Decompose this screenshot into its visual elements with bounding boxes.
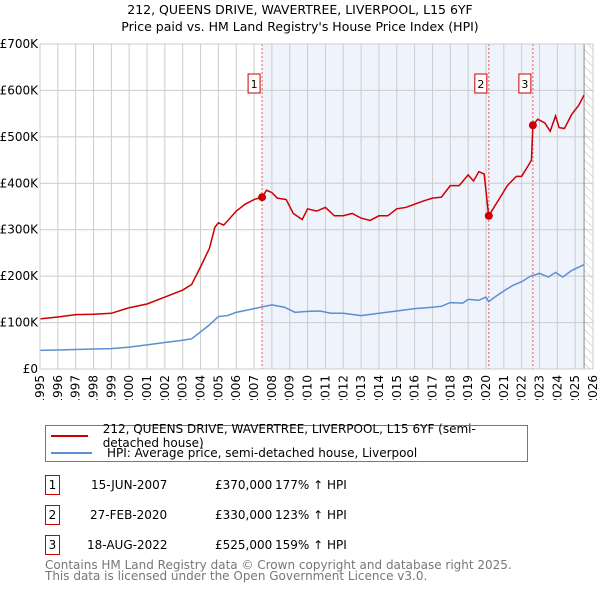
x-tick-label: 2016	[408, 375, 422, 400]
x-tick-label: 1997	[69, 375, 83, 400]
x-tick-label: 2010	[301, 375, 315, 400]
y-tick-label: £300K	[0, 223, 39, 237]
y-tick-label: £100K	[0, 316, 39, 330]
x-tick-label: 1996	[51, 375, 65, 400]
x-tick-label: 2026	[586, 375, 600, 400]
y-tick-label: £500K	[0, 130, 39, 144]
y-tick-label: £700K	[0, 37, 39, 51]
x-tick-label: 2024	[550, 375, 564, 400]
legend-item-hpi: HPI: Average price, semi-detached house,…	[46, 445, 417, 461]
legend-swatch-property	[51, 435, 88, 437]
legend: 212, QUEENS DRIVE, WAVERTREE, LIVERPOOL,…	[45, 422, 528, 462]
sale-marker-badge	[518, 73, 532, 94]
sale-row: 2 27-FEB-2020 £330,000 123% ↑ HPI	[45, 505, 545, 525]
sale-row: 3 18-AUG-2022 £525,000 159% ↑ HPI	[45, 535, 545, 555]
x-tick-label: 2012	[336, 375, 350, 400]
hpi-line	[39, 263, 585, 352]
ownership-shade	[262, 44, 585, 369]
x-tick-label: 1999	[104, 375, 118, 400]
sale-marker-label: 3	[521, 78, 528, 91]
legend-label-hpi: HPI: Average price, semi-detached house,…	[107, 446, 418, 460]
x-tick-label: 2001	[140, 375, 154, 400]
x-tick-label: 2014	[372, 375, 386, 400]
sale-marker-badge	[247, 73, 261, 94]
y-tick-label: £0	[23, 362, 38, 376]
footer-copyright: Contains HM Land Registry data © Crown c…	[45, 558, 512, 572]
x-tick-label: 2017	[425, 375, 439, 400]
x-tick-label: 2020	[479, 375, 493, 400]
x-tick-label: 2018	[443, 375, 457, 400]
sale-marker-badge	[474, 73, 488, 94]
footer-licence: This data is licensed under the Open Gov…	[45, 569, 428, 583]
sale-marker-label: 1	[251, 78, 258, 91]
sale-badge: 1	[45, 475, 60, 495]
sale-point	[528, 121, 537, 130]
y-tick-label: £200K	[0, 269, 39, 283]
y-tick-label: £400K	[0, 176, 39, 190]
footer: Contains HM Land Registry data © Crown c…	[45, 558, 512, 583]
x-tick-label: 1995	[33, 375, 47, 400]
x-tick-label: 2022	[515, 375, 529, 400]
chart-title: 212, QUEENS DRIVE, WAVERTREE, LIVERPOOL,…	[127, 2, 473, 17]
legend-swatch-hpi	[51, 452, 92, 454]
x-tick-label: 2023	[532, 375, 546, 400]
x-tick-label: 2009	[283, 375, 297, 400]
chart-subtitle: Price paid vs. HM Land Registry's House …	[121, 19, 479, 34]
sale-point	[484, 211, 493, 220]
sale-date: 15-JUN-2007	[91, 478, 168, 492]
sale-hpi: 159% ↑ HPI	[275, 538, 347, 552]
legend-label-property: 212, QUEENS DRIVE, WAVERTREE, LIVERPOOL,…	[102, 422, 476, 450]
sale-price: £330,000	[215, 508, 273, 522]
x-tick-label: 2025	[568, 375, 582, 400]
x-tick-label: 2003	[176, 375, 190, 400]
x-tick-label: 2000	[122, 375, 136, 400]
x-tick-label: 1998	[87, 375, 101, 400]
x-tick-label: 2019	[461, 375, 475, 400]
sale-date: 27-FEB-2020	[90, 508, 168, 522]
sale-date: 18-AUG-2022	[87, 538, 168, 552]
x-tick-label: 2008	[265, 375, 279, 400]
forecast-hatch	[584, 44, 593, 369]
x-tick-label: 2015	[390, 375, 404, 400]
sale-marker-label: 2	[477, 78, 484, 91]
sale-row: 1 15-JUN-2007 £370,000 177% ↑ HPI	[45, 475, 545, 495]
x-tick-label: 2021	[497, 375, 511, 400]
x-tick-label: 2011	[318, 375, 332, 400]
sale-price: £370,000	[215, 478, 273, 492]
y-tick-label: £600K	[0, 83, 39, 97]
sale-hpi: 123% ↑ HPI	[275, 508, 347, 522]
x-tick-label: 2002	[158, 375, 172, 400]
x-tick-label: 2007	[247, 375, 261, 400]
x-tick-label: 2013	[354, 375, 368, 400]
sale-badge: 3	[45, 535, 60, 555]
sale-price: £525,000	[215, 538, 273, 552]
x-tick-label: 2006	[229, 375, 243, 400]
x-tick-label: 2005	[211, 375, 225, 400]
sale-badge: 2	[45, 505, 60, 525]
price-chart: 1995 1996 1997 1998 1999 2000 2001 2002 2003 2004…	[0, 37, 600, 400]
sale-hpi: 177% ↑ HPI	[275, 478, 347, 492]
property-line	[39, 94, 585, 320]
x-tick-label: 2004	[194, 375, 208, 400]
legend-item-property: 212, QUEENS DRIVE, WAVERTREE, LIVERPOOL,…	[46, 422, 527, 450]
sale-point	[258, 193, 267, 202]
plot-frame	[39, 43, 594, 370]
